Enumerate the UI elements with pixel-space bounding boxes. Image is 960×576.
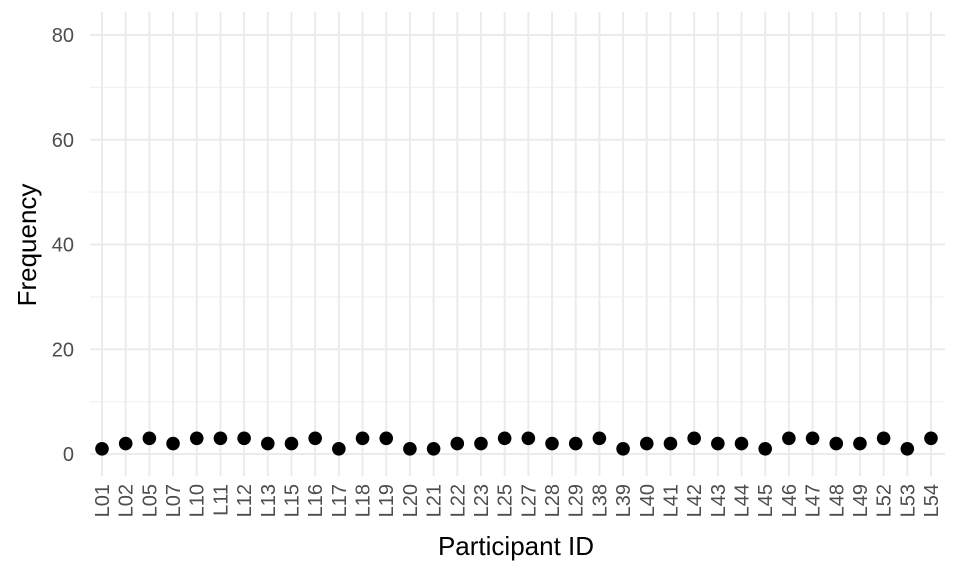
- data-point: [355, 431, 370, 446]
- data-point: [213, 431, 228, 446]
- x-tick-label: L38: [589, 484, 611, 517]
- x-tick-label: L39: [613, 484, 635, 517]
- data-point: [568, 436, 583, 451]
- data-point: [639, 436, 654, 451]
- x-tick-label: L19: [376, 484, 398, 517]
- x-tick-label: L17: [329, 484, 351, 517]
- x-tick-label: L42: [684, 484, 706, 517]
- data-point: [497, 431, 512, 446]
- data-point: [308, 431, 322, 446]
- x-tick-label: L48: [826, 484, 848, 517]
- x-tick-label: L28: [542, 484, 564, 517]
- y-axis-title: Frequency: [12, 184, 42, 307]
- data-point: [521, 431, 536, 446]
- x-tick-label: L18: [353, 484, 375, 517]
- x-tick-label: L41: [660, 484, 682, 517]
- data-point: [261, 436, 275, 451]
- x-tick-label: L02: [116, 484, 138, 517]
- x-tick-label: L54: [921, 484, 943, 517]
- data-point: [332, 441, 346, 456]
- x-tick-label: L15: [281, 484, 303, 517]
- x-tick-label: L11: [210, 484, 232, 516]
- data-point: [118, 436, 133, 451]
- x-tick-label: L44: [732, 484, 754, 517]
- data-point: [450, 436, 465, 451]
- y-axis-tick-labels: 0 20 40 60 80: [52, 25, 74, 466]
- data-point: [711, 436, 725, 451]
- data-point: [426, 441, 441, 456]
- data-point: [829, 436, 844, 451]
- grid-lines: [90, 12, 945, 476]
- x-tick-label: L22: [447, 484, 469, 517]
- y-tick-label: 60: [52, 130, 74, 152]
- x-tick-label: L53: [897, 484, 919, 517]
- data-point: [545, 436, 559, 451]
- y-tick-label: 80: [52, 25, 74, 47]
- x-axis-tick-labels: L01 L02 L05 L07 L10 L11 L12 L13 L15 L16 L17 L18 L19 L…: [92, 484, 943, 517]
- x-tick-label: L46: [779, 484, 801, 517]
- data-point: [734, 436, 749, 451]
- data-point: [379, 431, 394, 446]
- x-tick-label: L27: [518, 484, 540, 517]
- data-point: [616, 441, 630, 456]
- data-point: [805, 431, 820, 446]
- x-tick-label: L16: [305, 484, 327, 517]
- x-tick-label: L01: [92, 484, 114, 517]
- data-point: [237, 431, 251, 446]
- y-tick-label: 40: [52, 235, 74, 257]
- x-tick-label: L12: [234, 484, 256, 517]
- x-tick-label: L52: [874, 484, 896, 517]
- x-tick-label: L07: [163, 484, 185, 517]
- x-tick-label: L47: [803, 484, 825, 517]
- data-point: [403, 441, 417, 456]
- data-point: [924, 431, 938, 446]
- data-point: [166, 436, 180, 451]
- x-tick-label: L43: [708, 484, 730, 517]
- data-point: [758, 441, 772, 456]
- x-tick-label: L49: [850, 484, 872, 517]
- x-axis-title: Participant ID: [438, 531, 594, 561]
- x-tick-label: L21: [424, 484, 446, 517]
- data-point: [782, 431, 796, 446]
- x-tick-label: L40: [637, 484, 659, 517]
- data-point: [687, 431, 701, 446]
- data-point: [189, 431, 204, 446]
- x-tick-label: L25: [495, 484, 517, 517]
- data-point: [592, 431, 607, 446]
- x-tick-label: L23: [471, 484, 493, 517]
- data-point: [284, 436, 299, 451]
- x-tick-label: L10: [187, 484, 209, 517]
- data-point: [900, 441, 915, 456]
- y-tick-label: 20: [52, 339, 74, 361]
- x-tick-label: L13: [258, 484, 280, 517]
- data-point: [95, 441, 109, 456]
- data-points: [95, 431, 938, 456]
- data-point: [142, 431, 157, 446]
- data-point: [663, 436, 678, 451]
- x-tick-label: L45: [755, 484, 777, 517]
- x-tick-label: L05: [139, 484, 161, 517]
- data-point: [853, 436, 867, 451]
- x-tick-label: L29: [566, 484, 588, 517]
- data-point: [474, 436, 488, 451]
- data-point: [876, 431, 891, 446]
- x-tick-label: L20: [400, 484, 422, 517]
- y-tick-label: 0: [63, 444, 74, 466]
